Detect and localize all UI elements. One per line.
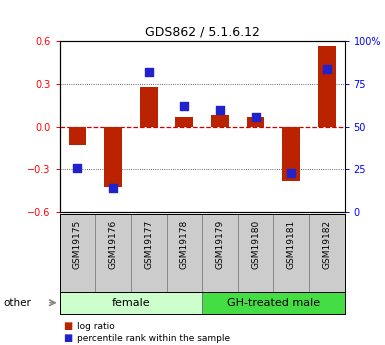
Text: GSM19179: GSM19179 xyxy=(216,220,224,269)
Bar xyxy=(202,292,345,314)
Point xyxy=(74,165,80,170)
Text: GSM19180: GSM19180 xyxy=(251,220,260,269)
Bar xyxy=(273,214,309,292)
Text: ■: ■ xyxy=(64,333,73,343)
Bar xyxy=(318,46,336,127)
Text: GSM19175: GSM19175 xyxy=(73,220,82,269)
Bar xyxy=(282,127,300,181)
Bar xyxy=(60,292,202,314)
Text: other: other xyxy=(4,298,32,308)
Text: female: female xyxy=(112,298,150,308)
Point xyxy=(181,104,187,109)
Bar xyxy=(176,117,193,127)
Text: GSM19176: GSM19176 xyxy=(109,220,117,269)
Point xyxy=(288,170,294,176)
Point xyxy=(110,186,116,191)
Bar xyxy=(104,127,122,187)
Bar xyxy=(69,127,86,145)
Bar xyxy=(140,87,157,127)
Point xyxy=(146,69,152,75)
Point xyxy=(217,107,223,112)
Bar xyxy=(60,214,95,292)
Bar xyxy=(131,214,166,292)
Bar xyxy=(95,214,131,292)
Text: GSM19178: GSM19178 xyxy=(180,220,189,269)
Text: GSM19182: GSM19182 xyxy=(322,220,331,269)
Point xyxy=(253,114,259,119)
Bar xyxy=(247,117,264,127)
Text: ■: ■ xyxy=(64,321,73,331)
Point xyxy=(324,66,330,71)
Text: GSM19177: GSM19177 xyxy=(144,220,153,269)
Bar xyxy=(211,115,229,127)
Bar xyxy=(166,214,202,292)
Text: GH-treated male: GH-treated male xyxy=(227,298,320,308)
Bar xyxy=(238,214,273,292)
Title: GDS862 / 5.1.6.12: GDS862 / 5.1.6.12 xyxy=(145,26,259,39)
Text: percentile rank within the sample: percentile rank within the sample xyxy=(77,334,230,343)
Bar xyxy=(202,214,238,292)
Text: GSM19181: GSM19181 xyxy=(287,220,296,269)
Bar xyxy=(309,214,345,292)
Text: log ratio: log ratio xyxy=(77,322,115,331)
